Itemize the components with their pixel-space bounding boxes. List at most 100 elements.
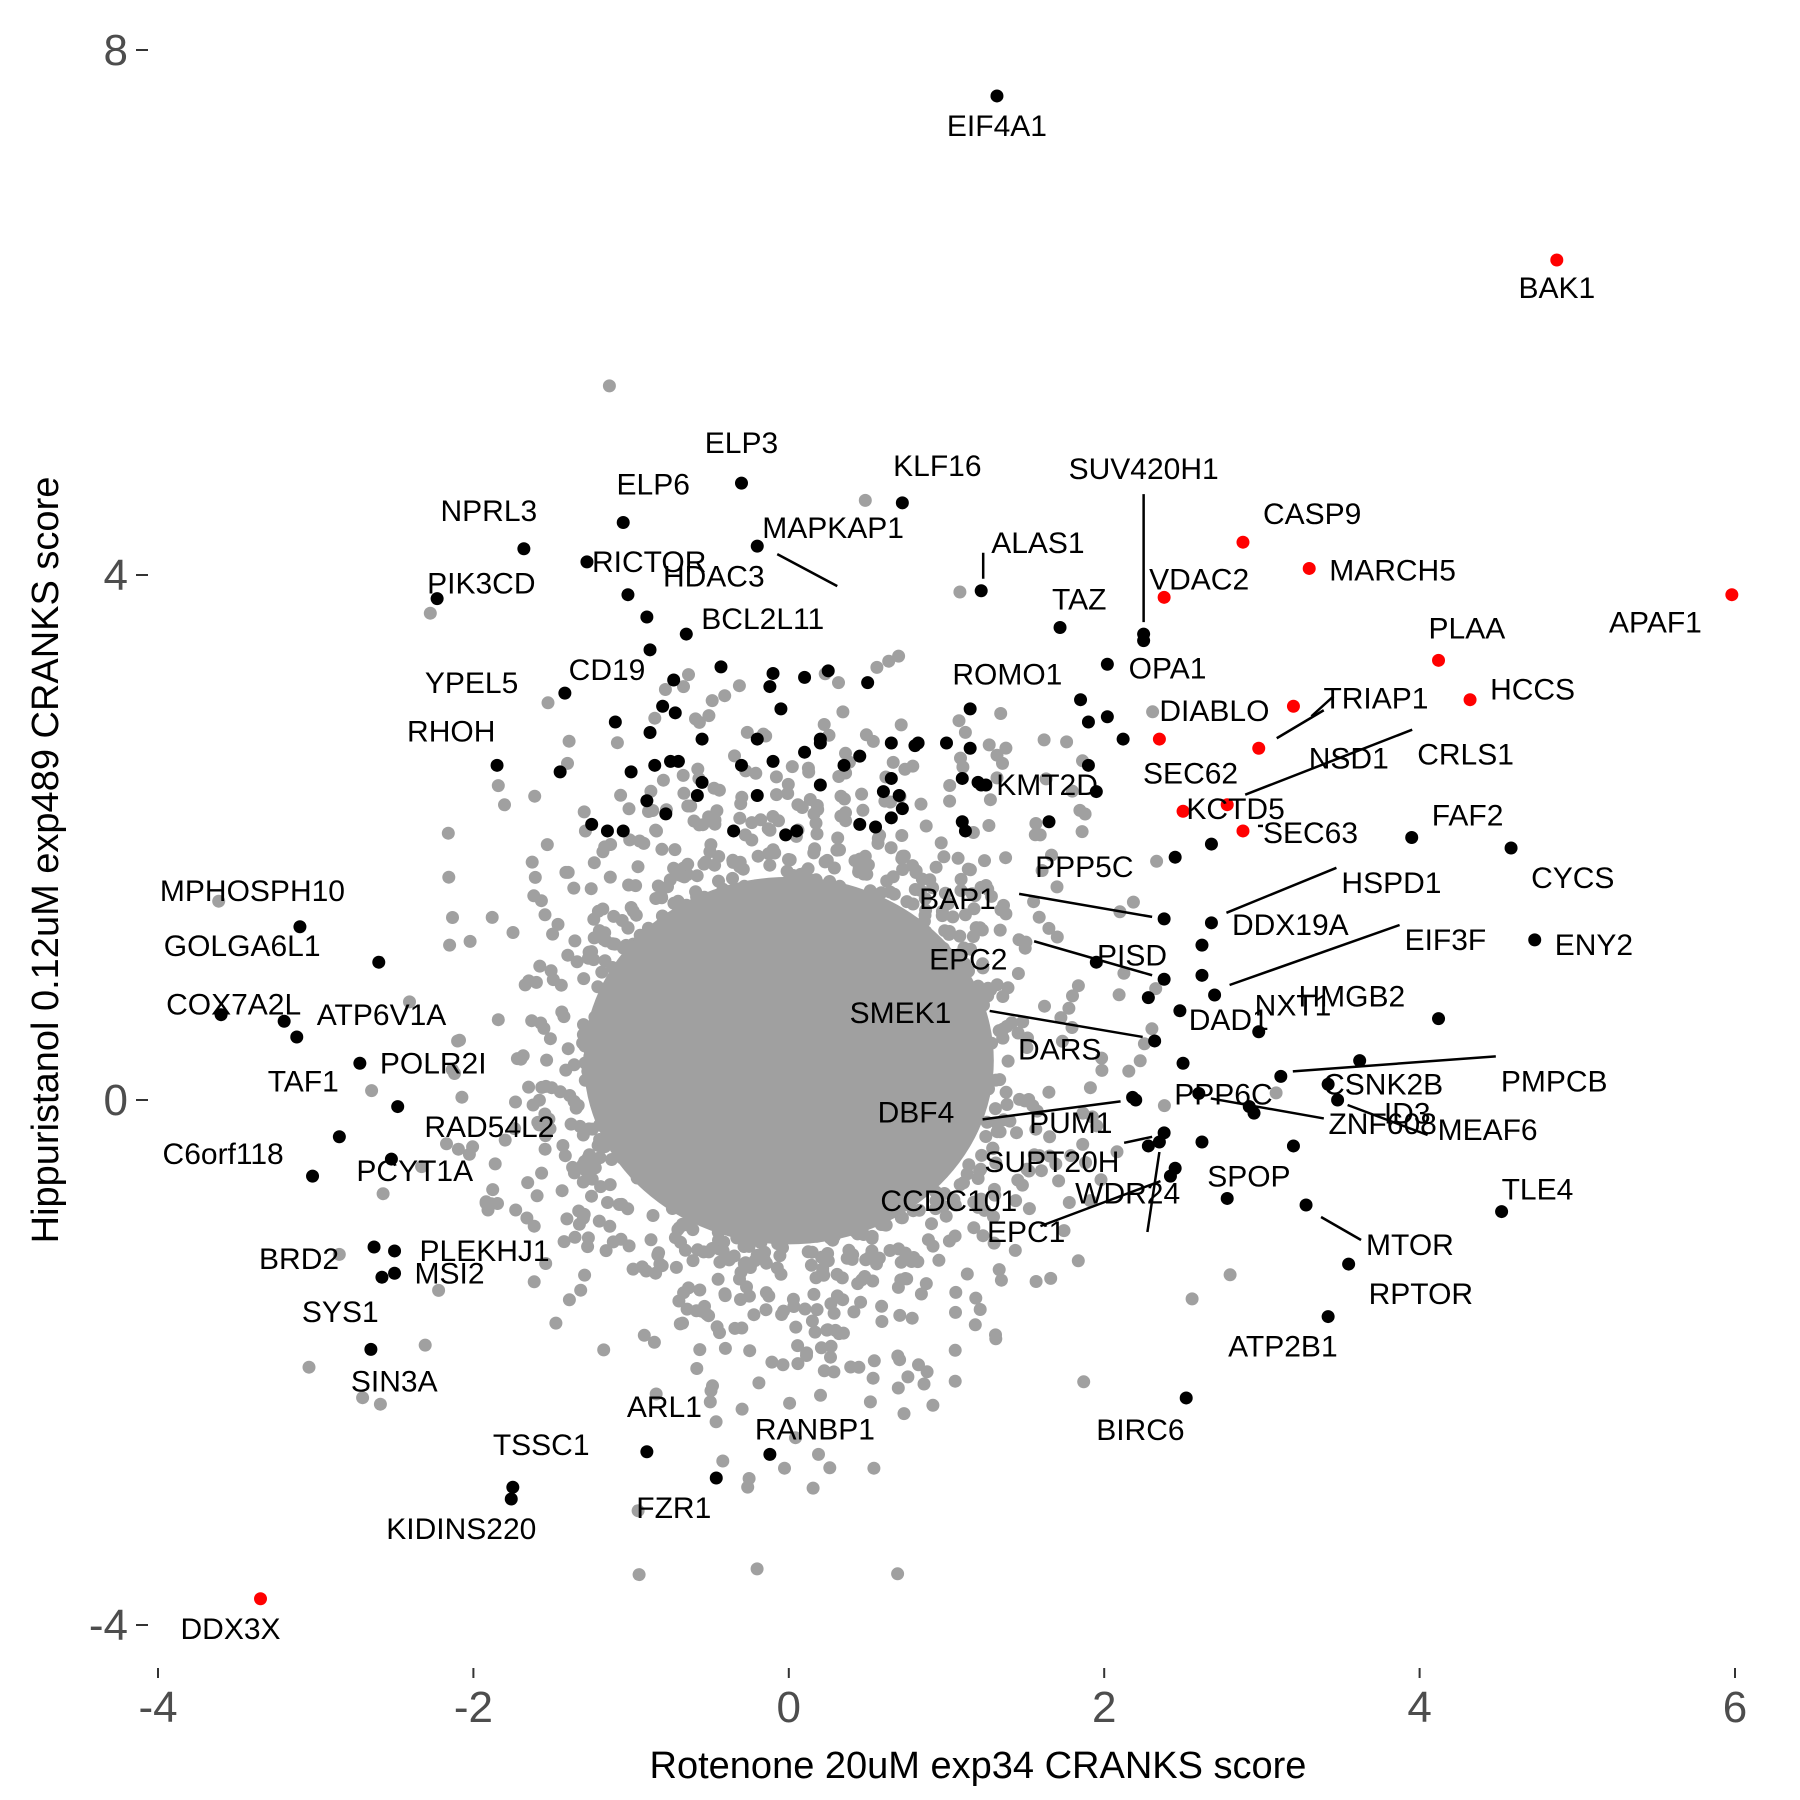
label-bcl2l11: BCL2L11: [701, 603, 824, 636]
background-point: [1095, 1063, 1109, 1077]
background-point: [529, 975, 543, 989]
background-point: [1029, 1122, 1043, 1136]
unlabeled-point: [837, 758, 851, 772]
unlabeled-point: [643, 726, 657, 739]
background-point: [672, 1294, 686, 1308]
background-point: [644, 1233, 658, 1247]
point-bap1: [1157, 912, 1171, 926]
point-arl1: [640, 1445, 654, 1459]
background-point: [804, 1258, 818, 1272]
label-casp9: CASP9: [1263, 498, 1361, 531]
background-point: [1057, 1224, 1071, 1238]
label-mtor: MTOR: [1366, 1229, 1454, 1262]
background-point: [954, 884, 968, 897]
y-tick-label: 0: [104, 1076, 128, 1125]
background-point: [1032, 1149, 1046, 1163]
leader-ccdc101: [1039, 1179, 1161, 1228]
background-point: [863, 1395, 877, 1409]
background-point: [692, 715, 706, 729]
background-point: [1062, 1001, 1076, 1015]
background-point: [527, 1275, 541, 1289]
background-point: [1060, 735, 1074, 749]
background-point: [951, 851, 965, 865]
background-point: [827, 1365, 841, 1379]
background-point: [621, 1202, 635, 1216]
label-epc2: EPC2: [929, 943, 1007, 976]
background-point: [987, 1236, 1001, 1250]
unlabeled-point: [1100, 710, 1114, 724]
background-point: [763, 858, 777, 872]
background-point: [964, 942, 977, 956]
background-point: [650, 824, 663, 838]
label-ddx3x: DDX3X: [181, 1613, 281, 1646]
background-point: [527, 889, 541, 903]
point-csnk2b: [1321, 1077, 1335, 1091]
background-point: [898, 762, 912, 776]
point-tssc1: [506, 1480, 520, 1494]
background-point: [1185, 1292, 1199, 1306]
background-point: [1150, 854, 1164, 868]
background-point: [533, 959, 547, 973]
label-ccdc101: CCDC101: [880, 1185, 1017, 1218]
background-point: [941, 897, 955, 911]
background-point: [920, 1365, 934, 1379]
background-point: [706, 1379, 719, 1393]
label-hmgb2: HMGB2: [1299, 981, 1406, 1014]
background-point: [929, 1194, 943, 1208]
point-tle4: [1495, 1205, 1509, 1219]
background-point: [996, 1031, 1010, 1045]
background-point: [1094, 1173, 1108, 1187]
background-point: [884, 841, 898, 855]
background-point: [844, 1360, 858, 1374]
background-point: [718, 1341, 732, 1355]
unlabeled-point: [1081, 715, 1095, 729]
label-atp6v1a: ATP6V1A: [317, 999, 447, 1032]
point-mphosph10: [293, 920, 307, 934]
background-point: [647, 1335, 661, 1349]
label-cd19: CD19: [569, 654, 646, 687]
background-point: [702, 1309, 716, 1323]
background-point: [655, 891, 669, 905]
background-point: [786, 1292, 800, 1306]
background-point: [866, 734, 880, 748]
background-point: [649, 1387, 663, 1401]
background-point: [836, 705, 850, 719]
y-tick-label: -4: [89, 1601, 128, 1650]
background-point: [639, 1264, 653, 1278]
background-point: [994, 903, 1008, 917]
background-point: [978, 1203, 991, 1217]
background-point: [485, 910, 499, 924]
background-point: [748, 1254, 762, 1268]
label-id3: ID3: [1384, 1097, 1431, 1130]
background-point: [610, 736, 624, 750]
background-point: [978, 854, 991, 868]
background-point: [905, 1311, 919, 1325]
point-atp6v1a: [290, 1030, 304, 1044]
label-rad54l2: RAD54L2: [424, 1111, 554, 1144]
background-point: [830, 843, 844, 857]
leader-pum1: [1123, 1135, 1153, 1145]
background-point: [734, 797, 748, 811]
label-pum1: PUM1: [1029, 1107, 1112, 1140]
point-msi2: [388, 1266, 402, 1280]
point-id3: [1192, 1086, 1206, 1100]
background-point: [870, 660, 884, 674]
unlabeled-point: [727, 824, 741, 838]
background-point: [789, 1320, 803, 1334]
background-point: [1011, 967, 1025, 980]
background-point: [1075, 825, 1089, 839]
background-point: [542, 1112, 556, 1126]
label-bak1: BAK1: [1518, 272, 1595, 305]
background-point: [894, 718, 908, 732]
background-point: [781, 787, 795, 800]
background-point: [817, 1268, 831, 1282]
background-point: [1029, 817, 1043, 830]
point-eif3f: [1208, 988, 1222, 1002]
background-point: [557, 1235, 571, 1249]
background-point: [817, 1364, 831, 1378]
axes: -4 -2 0 2 4 6 -4 0 4 8: [89, 26, 1747, 1732]
background-point: [865, 1244, 879, 1258]
background-point: [949, 1305, 962, 1319]
background-point: [551, 917, 565, 931]
